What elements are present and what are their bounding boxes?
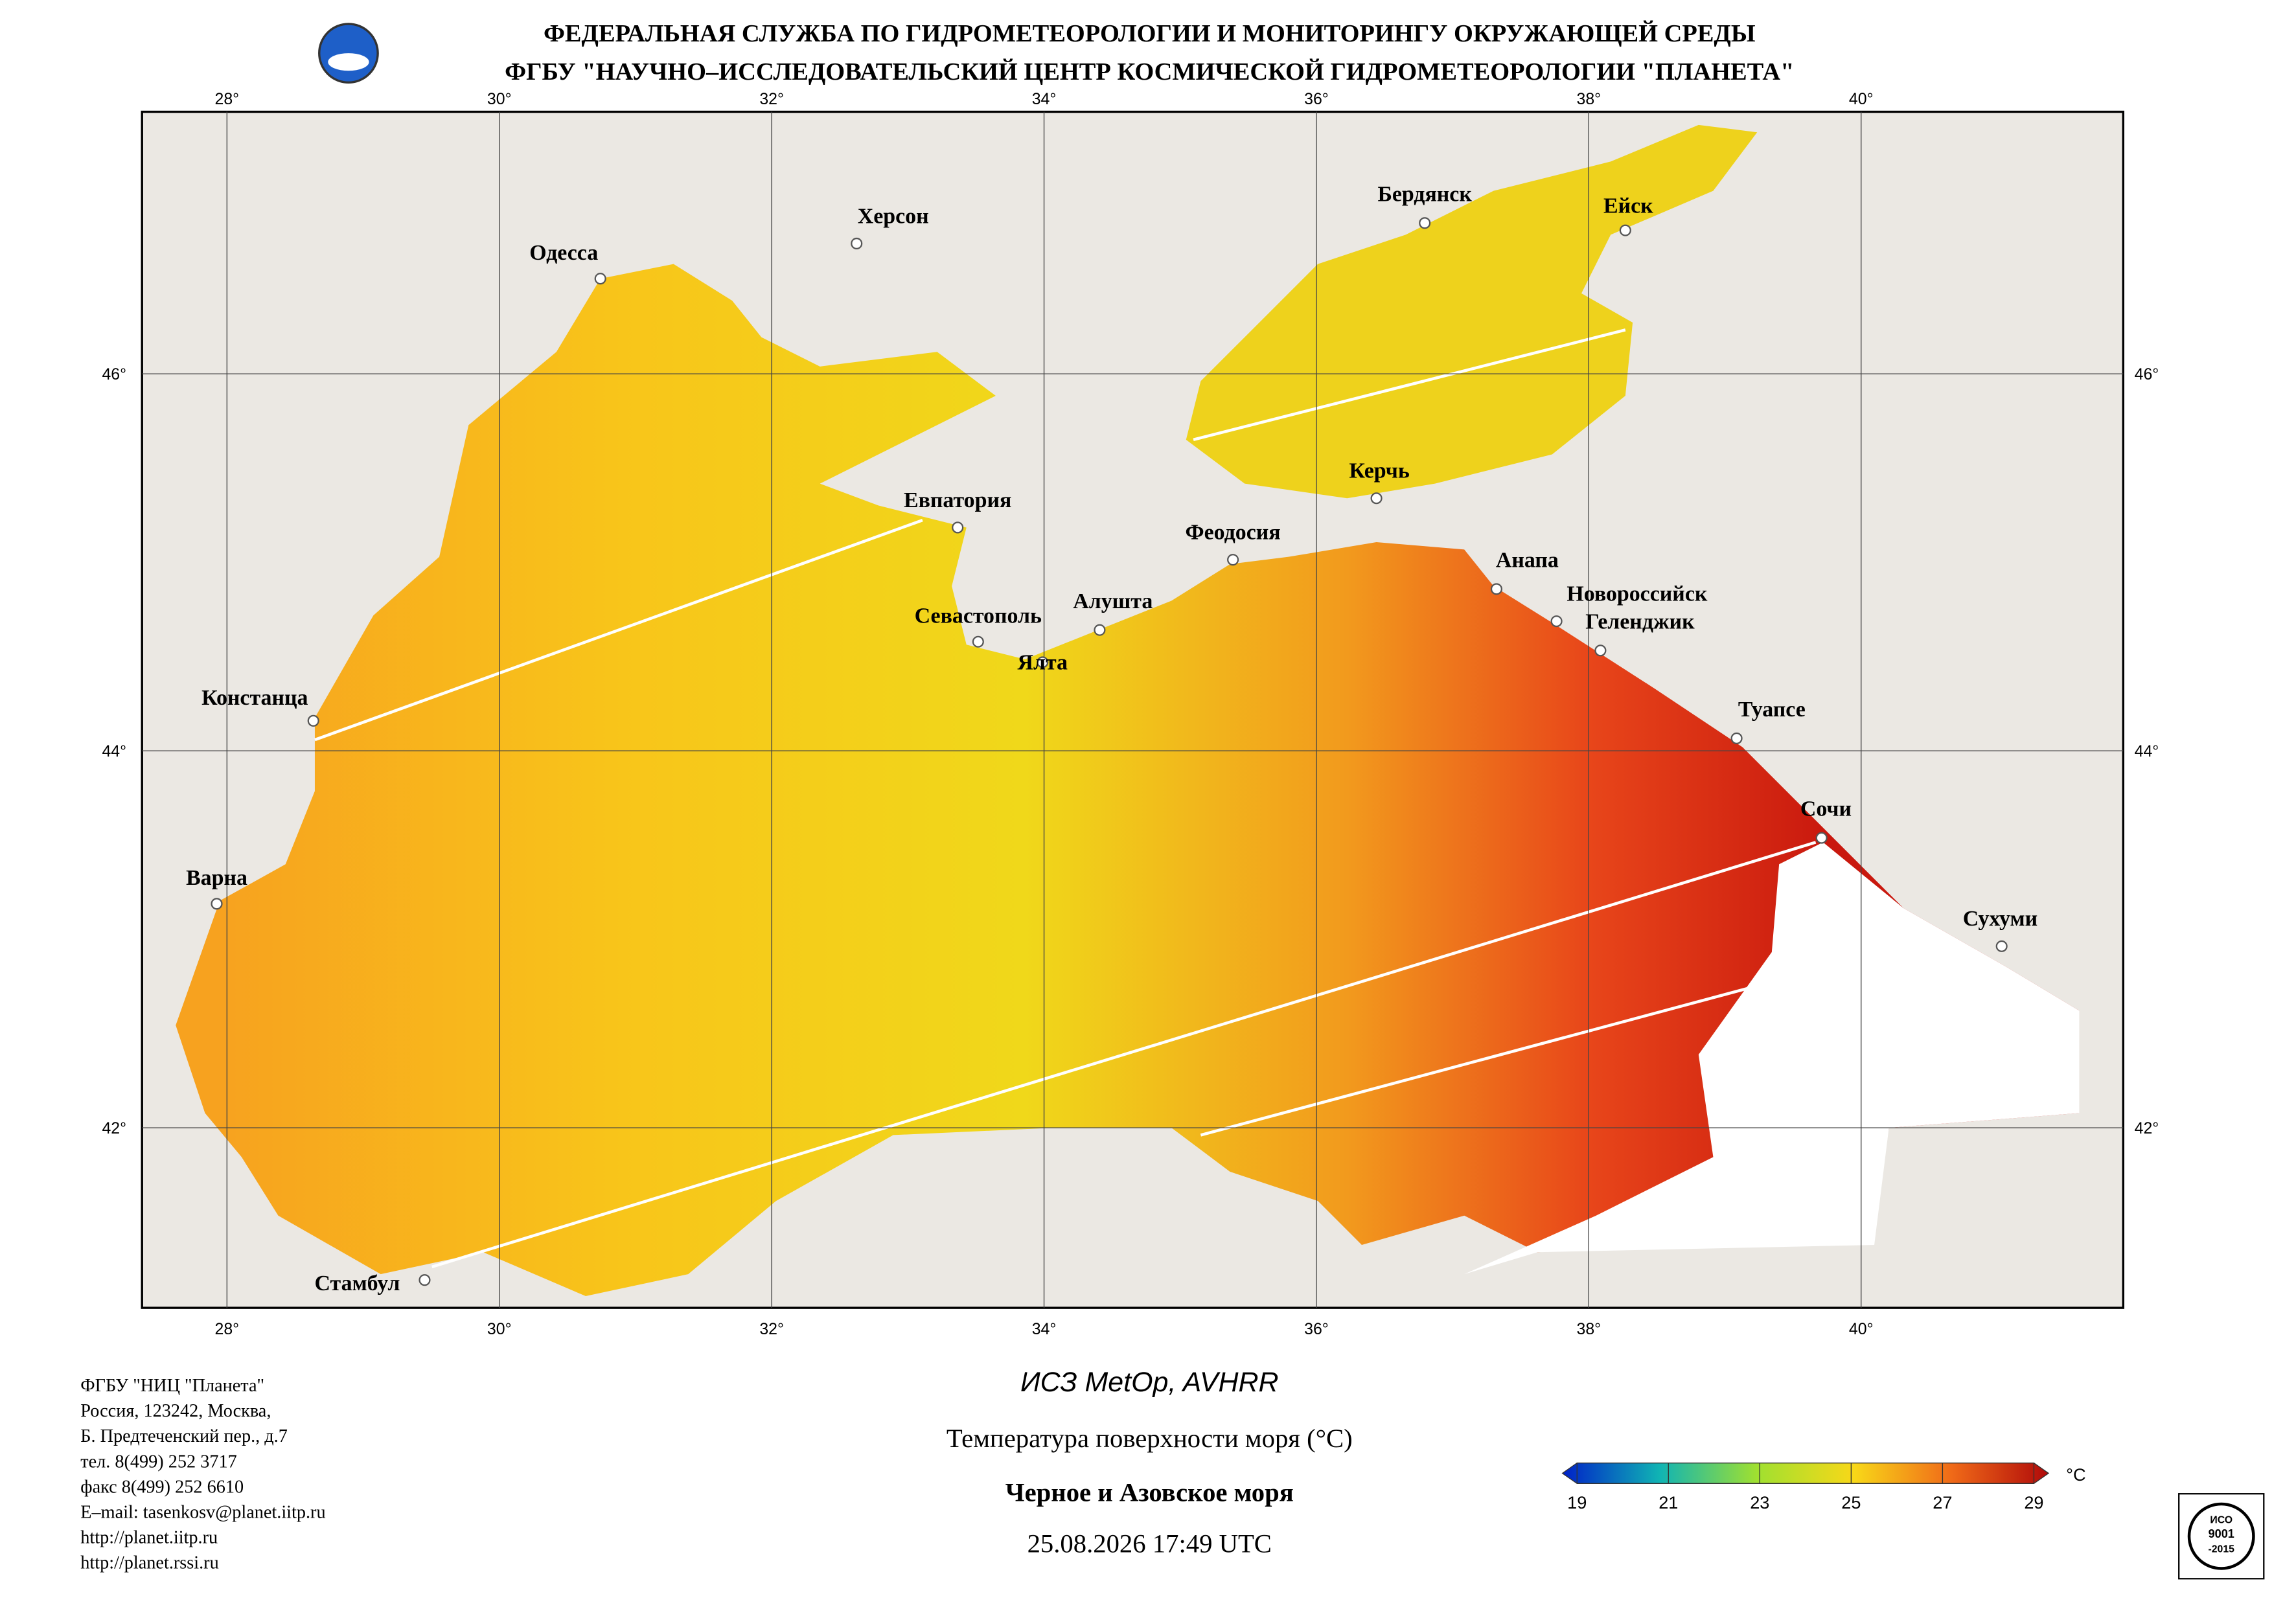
city-marker: [1815, 832, 1828, 844]
city-name: Севастополь: [915, 604, 1042, 628]
lon-label: 38°: [1577, 1320, 1601, 1338]
address-line: Россия, 123242, Москва,: [80, 1401, 271, 1421]
address-line: E–mail: tasenkosv@planet.iitp.ru: [80, 1502, 325, 1522]
certificate: ИСО 9001 -2015: [2178, 1493, 2265, 1580]
black-sea: [176, 264, 2080, 1297]
city-marker: [419, 1274, 431, 1286]
lon-label: 36°: [1304, 1320, 1329, 1338]
city-name: Алушта: [1073, 589, 1153, 613]
address-line: http://planet.rssi.ru: [80, 1553, 218, 1573]
lon-label: 32°: [759, 90, 784, 108]
lon-label: 34°: [1032, 90, 1057, 108]
colorbar-label: 25: [1841, 1492, 1861, 1512]
address-line: http://planet.iitp.ru: [80, 1528, 218, 1548]
colorbar: [1561, 1463, 2050, 1485]
city-marker: [972, 635, 984, 648]
address-line: Б. Предтеченский пер., д.7: [80, 1426, 288, 1446]
lon-label: 38°: [1577, 90, 1601, 108]
city-name: Анапа: [1496, 548, 1559, 572]
colorbar-label: 29: [2024, 1492, 2043, 1512]
colorbar-label: 23: [1750, 1492, 1769, 1512]
city-name: Ялта: [1018, 651, 1068, 675]
city-marker: [307, 714, 319, 727]
parameter: Температура поверхности моря (°C): [947, 1424, 1353, 1453]
city-name: Бердянск: [1377, 182, 1472, 206]
header-line: ФЕДЕРАЛЬНАЯ СЛУЖБА ПО ГИДРОМЕТЕОРОЛОГИИ …: [544, 20, 1756, 47]
city-marker: [1995, 940, 2008, 952]
satellite: ИСЗ MetOp, AVHRR: [1020, 1367, 1279, 1398]
lat-label: 42°: [2135, 1119, 2159, 1137]
lon-label: 30°: [487, 90, 512, 108]
city-marker: [1037, 656, 1049, 668]
logo: [318, 23, 379, 84]
city-name: Керчь: [1349, 459, 1409, 483]
city-name: Евпатория: [904, 488, 1011, 512]
city-marker: [1619, 224, 1631, 236]
city-marker: [1594, 644, 1607, 657]
cert-text: -2015: [2209, 1544, 2235, 1555]
lat-label: 42°: [102, 1119, 126, 1137]
city-name: Сухуми: [1963, 907, 2038, 931]
lon-label: 28°: [215, 90, 240, 108]
city-marker: [1490, 583, 1502, 595]
city-marker: [1227, 554, 1239, 566]
city-name: Туапсе: [1738, 698, 1806, 722]
city-name: Ейск: [1603, 194, 1653, 218]
city-marker: [1550, 615, 1563, 628]
address-line: тел. 8(499) 252 3717: [80, 1452, 236, 1472]
cloud-mask: [1464, 842, 2080, 1275]
lat-label: 44°: [2135, 742, 2159, 760]
colorbar-label: 19: [1567, 1492, 1587, 1512]
swath-gaps: [314, 328, 1817, 1269]
lat-label: 44°: [102, 742, 126, 760]
city-marker: [1370, 492, 1383, 505]
city-marker: [851, 237, 863, 250]
city-marker: [1730, 732, 1743, 744]
lon-label: 40°: [1849, 90, 1874, 108]
city-marker: [211, 898, 223, 910]
address-line: ФГБУ "НИЦ "Планета": [80, 1376, 264, 1396]
region: Черное и Азовское моря: [1005, 1477, 1294, 1507]
address-line: факс 8(499) 252 6610: [80, 1477, 244, 1497]
lon-label: 36°: [1304, 90, 1329, 108]
lat-label: 46°: [2135, 365, 2159, 383]
city-name: Стамбул: [315, 1271, 400, 1295]
city-name: Сочи: [1800, 797, 1852, 821]
city-marker: [1094, 624, 1106, 636]
lat-label: 46°: [102, 365, 126, 383]
lon-label: 28°: [215, 1320, 240, 1338]
colorbar-label: 21: [1659, 1492, 1678, 1512]
city-marker: [952, 521, 964, 534]
city-marker: [1419, 217, 1431, 229]
city-name: Варна: [186, 866, 247, 890]
lon-label: 40°: [1849, 1320, 1874, 1338]
lon-label: 34°: [1032, 1320, 1057, 1338]
colorbar-unit: °C: [2066, 1465, 2085, 1485]
city-name: Одесса: [529, 241, 598, 265]
datetime: 25.08.2026 17:49 UTC: [1027, 1529, 1272, 1558]
city-name: Геленджик: [1585, 610, 1695, 633]
cert-text: 9001: [2209, 1527, 2234, 1540]
city-name: Новороссийск: [1567, 582, 1707, 606]
city-name: Феодосия: [1186, 521, 1281, 545]
colorbar-label: 27: [1933, 1492, 1952, 1512]
lon-label: 30°: [487, 1320, 512, 1338]
city-name: Констанца: [201, 686, 308, 710]
city-marker: [594, 273, 606, 285]
cert-text: ИСО: [2210, 1514, 2233, 1525]
header-line: ФГБУ "НАУЧНО–ИССЛЕДОВАТЕЛЬСКИЙ ЦЕНТР КОС…: [505, 58, 1794, 85]
lon-label: 32°: [759, 1320, 784, 1338]
city-name: Херсон: [858, 204, 929, 228]
